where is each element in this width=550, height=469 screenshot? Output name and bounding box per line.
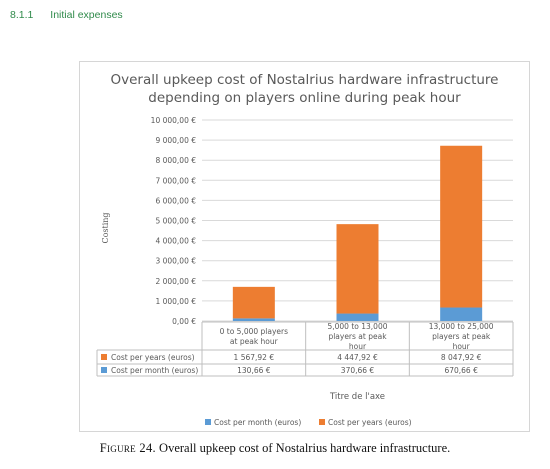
x-category-label: 5,000 to 13,000: [327, 322, 387, 331]
section-title: Initial expenses: [50, 9, 123, 21]
y-tick-label: 5 000,00 €: [155, 217, 196, 226]
data-label: 4 447,92 €: [337, 353, 378, 362]
y-tick-label: 3 000,00 €: [155, 257, 196, 266]
bar-cost-per-month: [440, 307, 483, 321]
legend-swatch-month: [205, 419, 211, 425]
legend-label-years: Cost per years (euros): [328, 418, 412, 427]
data-label: 8 047,92 €: [441, 353, 482, 362]
bar-cost-per-years: [336, 224, 379, 314]
y-tick-label: 1 000,00 €: [155, 297, 196, 306]
x-category-label: players at peak: [432, 332, 491, 341]
x-category-label: hour: [453, 342, 471, 351]
table-row-label: Cost per month (euros): [111, 366, 198, 375]
x-category-label: hour: [349, 342, 367, 351]
bar-cost-per-month: [232, 318, 275, 321]
chart-title-line-1: Overall upkeep cost of Nostalrius hardwa…: [110, 72, 499, 88]
bar-cost-per-month: [336, 313, 379, 321]
y-axis-label: Costing: [101, 212, 110, 243]
bar-cost-per-years: [440, 145, 483, 308]
figure-label: Figure 24.: [99, 441, 156, 455]
data-label: 1 567,92 €: [234, 353, 275, 362]
figure-caption: Figure 24. Overall upkeep cost of Nostal…: [0, 441, 550, 456]
y-tick-label: 2 000,00 €: [155, 277, 196, 286]
data-label: 370,66 €: [341, 366, 375, 375]
table-legend-key: [101, 354, 107, 360]
y-tick-label: 9 000,00 €: [155, 136, 196, 145]
y-tick-label: 8 000,00 €: [155, 156, 196, 165]
figure-caption-text: Overall upkeep cost of Nostalrius hardwa…: [159, 441, 451, 455]
bar-cost-per-years: [232, 286, 275, 319]
x-category-label: at peak hour: [230, 337, 279, 346]
chart-title-line-2: depending on players online during peak …: [148, 90, 461, 106]
x-axis-label: Titre de l'axe: [329, 392, 385, 402]
table-row-label: Cost per years (euros): [111, 353, 195, 362]
section-heading: 8.1.1 Initial expenses: [10, 9, 123, 21]
section-number: 8.1.1: [10, 9, 34, 21]
y-tick-label: 10 000,00 €: [151, 116, 197, 125]
y-tick-label: 7 000,00 €: [155, 176, 196, 185]
x-category-label: 13,000 to 25,000: [429, 322, 494, 331]
table-legend-key: [101, 367, 107, 373]
y-tick-label: 6 000,00 €: [155, 196, 196, 205]
x-category-label: 0 to 5,000 players: [220, 327, 289, 336]
y-tick-label: 0,00 €: [172, 317, 196, 326]
legend-label-month: Cost per month (euros): [214, 418, 301, 427]
x-category-label: players at peak: [328, 332, 387, 341]
y-tick-label: 4 000,00 €: [155, 237, 196, 246]
data-label: 670,66 €: [444, 366, 478, 375]
legend-swatch-years: [319, 419, 325, 425]
data-label: 130,66 €: [237, 366, 271, 375]
